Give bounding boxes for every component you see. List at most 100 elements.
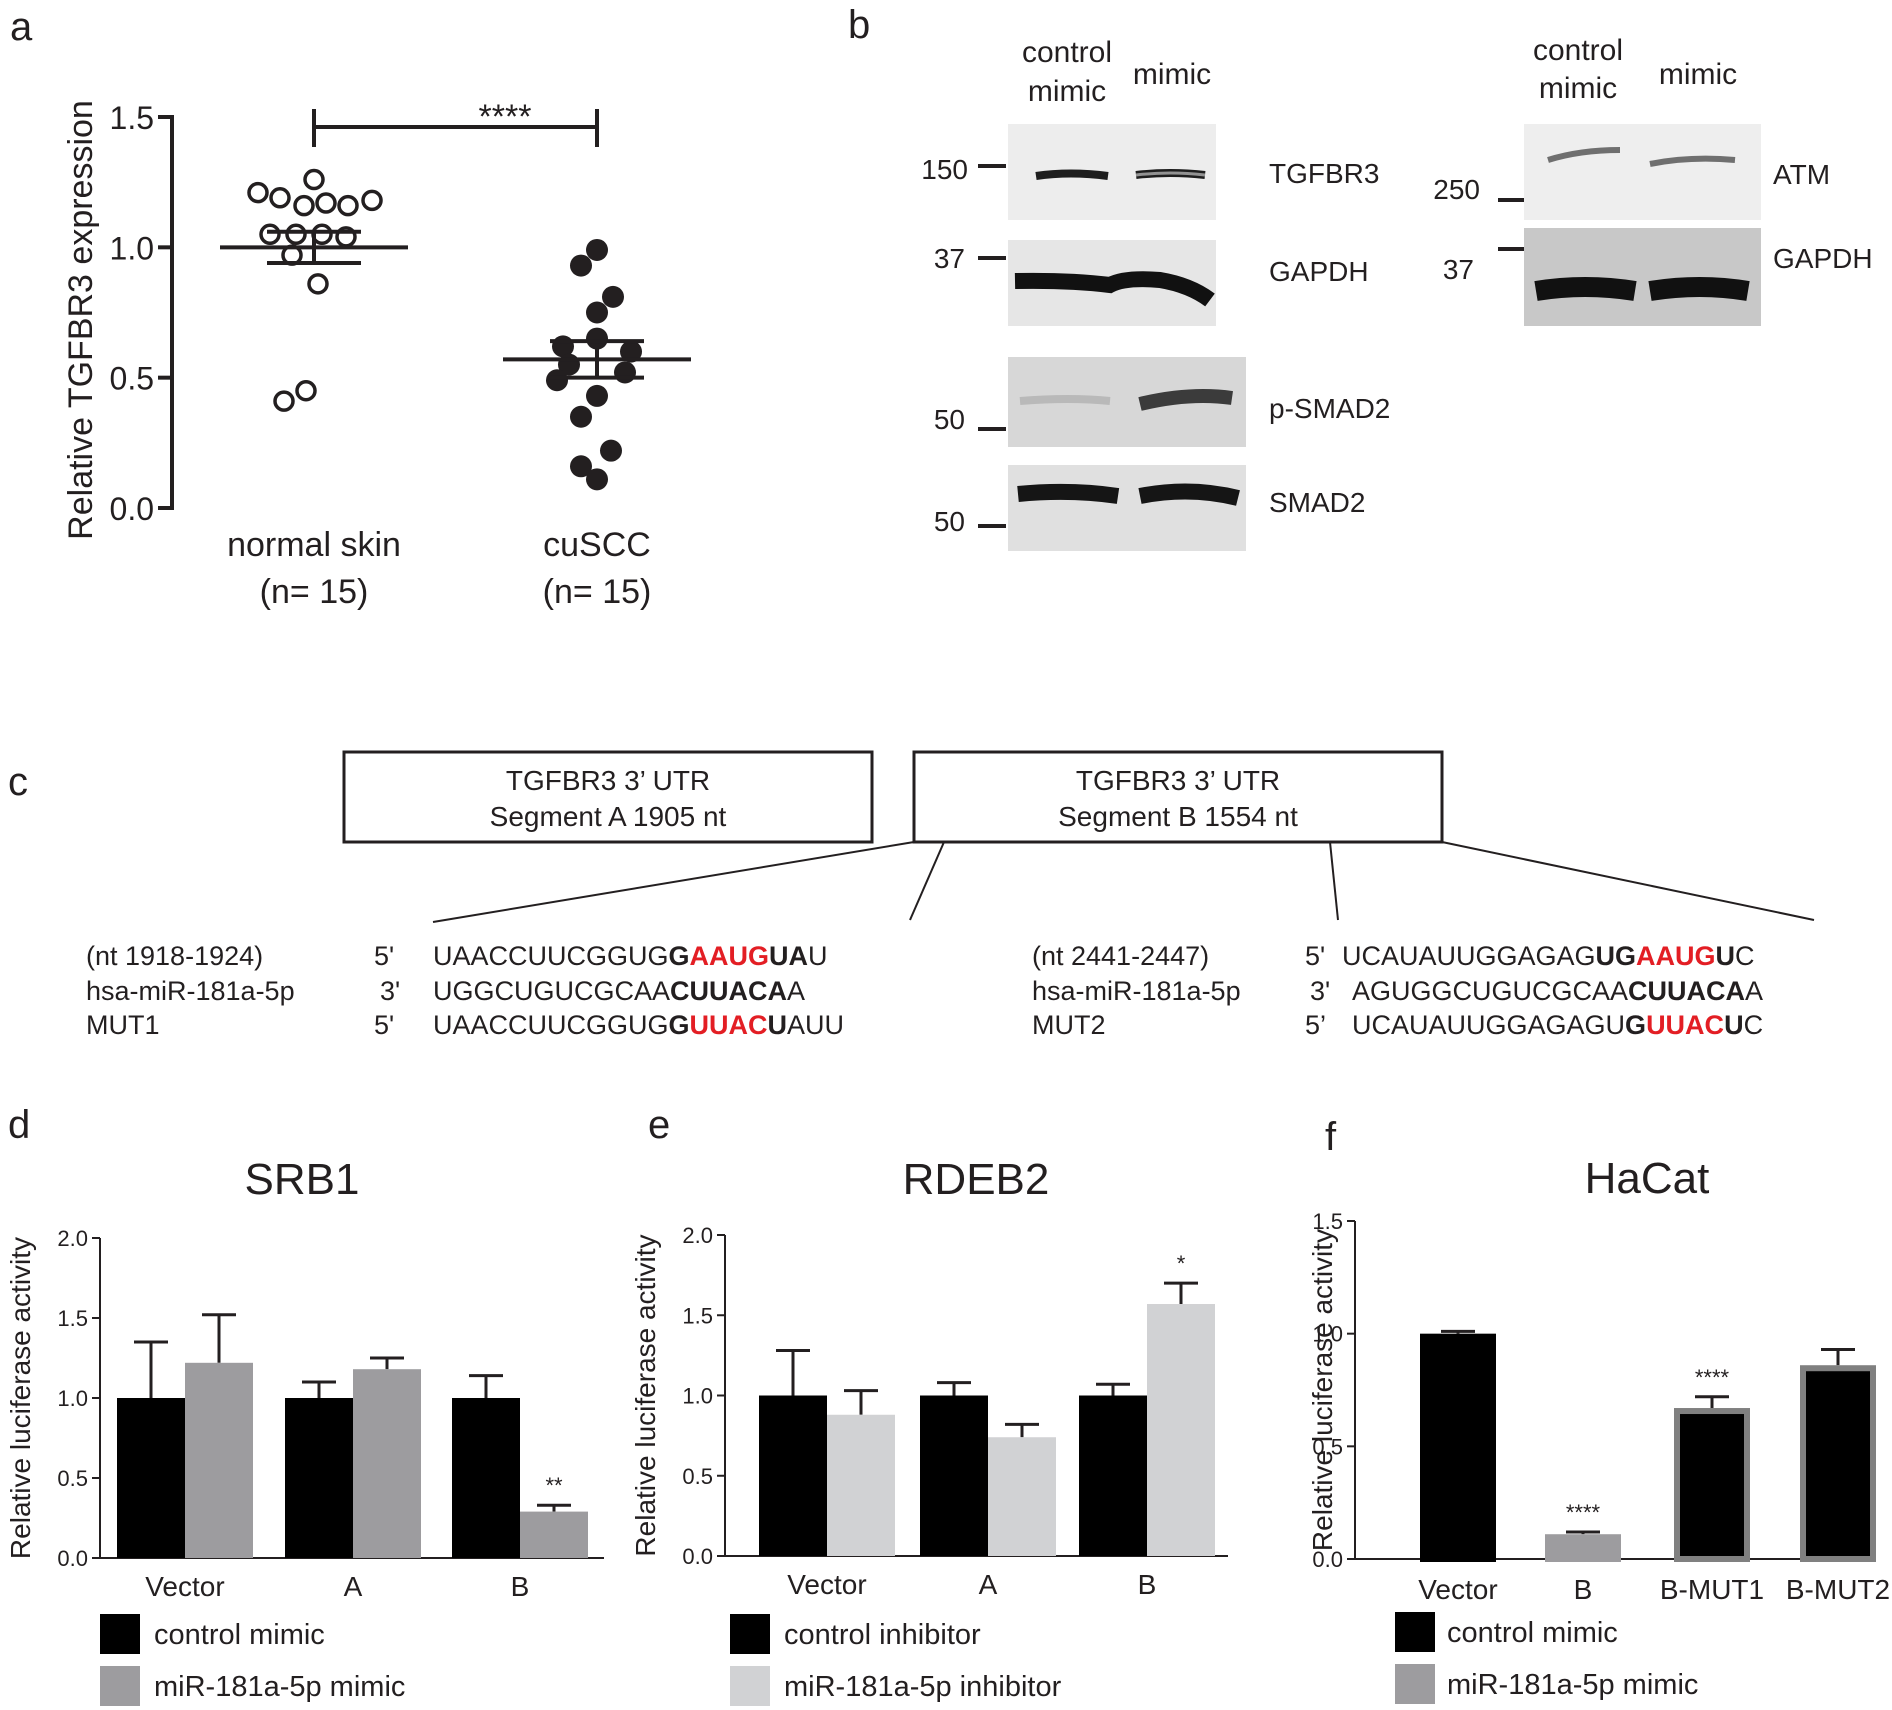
chartD-ylabel: Relative luciferase activity — [5, 1237, 36, 1559]
blot-label-atm: ATM — [1773, 159, 1830, 190]
seq-right-row-wt: UCAUAUUGGAGAGUGAAUGUC — [1342, 941, 1755, 971]
chartE-significance: * — [1177, 1251, 1186, 1276]
blot-strip-gapdh-right — [1524, 228, 1761, 326]
blot-marker-250: 250 — [1433, 174, 1480, 205]
blot-band-tgfbr3-weak — [1135, 171, 1206, 177]
chartE-ylabel: Relative luciferase activity — [630, 1234, 661, 1556]
blot-strip-atm — [1524, 124, 1761, 220]
chartE-legend-swatch — [730, 1614, 770, 1654]
chartE-legend-swatch — [730, 1666, 770, 1706]
seq-right-label-mut: MUT2 — [1032, 1010, 1106, 1040]
blot-marker-150: 150 — [921, 154, 968, 185]
chart-f-legend-label: miR-181a-5p mimic — [1447, 1669, 1698, 1701]
seq-left-label-mir: hsa-miR-181a-5p — [86, 976, 295, 1006]
chart-a-point-normal — [247, 181, 269, 204]
chartD-legend-label: miR-181a-5p mimic — [154, 1671, 405, 1703]
blot-marker-50-a: 50 — [934, 404, 965, 435]
seq-left-row-mir: UGGCUGUCGCAACUUACAA — [433, 976, 805, 1006]
seq-left-end-1: 5' — [374, 941, 394, 971]
chart-f-bar — [1674, 1408, 1750, 1562]
chartE-xtick-label: B — [1138, 1569, 1157, 1600]
chart-a-point-normal — [273, 390, 295, 412]
blot-band-atm — [1547, 147, 1736, 167]
chartD-bar-treatment — [353, 1369, 421, 1558]
segment-b-title: TGFBR3 3’ UTR — [1076, 765, 1280, 796]
chartD-ytick-label: 0.5 — [57, 1466, 88, 1491]
chart-a-point-cuscc — [586, 384, 608, 407]
blot-marker-tick-250 — [1498, 198, 1524, 202]
zoom-line-4 — [1441, 841, 1815, 921]
blot-marker-tick-37-left — [978, 256, 1006, 260]
chartD-title: SRB1 — [245, 1155, 360, 1204]
chart-a-point-normal — [337, 194, 359, 217]
blot-band-psmad2-control — [1019, 395, 1111, 405]
chart-f-ytick-label: 0.5 — [1312, 1434, 1343, 1459]
panel-letter-a: a — [10, 5, 33, 49]
chart-a-category-n-1: (n= 15) — [543, 573, 652, 611]
blot-marker-tick-150 — [978, 164, 1006, 168]
blot-right-header-control: control — [1533, 34, 1623, 67]
chart-a-point-cuscc — [586, 238, 608, 261]
chart-f-xtick-label: B-MUT1 — [1660, 1574, 1764, 1605]
chart-f-significance: **** — [1566, 1500, 1601, 1525]
chart-a-point-cuscc — [586, 327, 608, 350]
chart-a-point-cuscc — [614, 361, 636, 384]
seq-left-end-3: 5' — [374, 1010, 394, 1040]
blot-right-header-mimic: mimic — [1659, 58, 1737, 91]
blot-marker-50-b: 50 — [934, 506, 965, 537]
chart-f-bar — [1545, 1534, 1621, 1563]
chartD-bar-treatment — [520, 1511, 588, 1558]
chart-a-point-normal — [315, 192, 337, 214]
chart-f-legend-swatch — [1395, 1612, 1435, 1652]
seq-left-label-mut: MUT1 — [86, 1010, 160, 1040]
chartD-legend-label: control mimic — [154, 1619, 325, 1651]
blot-label-gapdh-right: GAPDH — [1773, 243, 1873, 274]
blot-right-header-control-mimic: mimic — [1539, 72, 1617, 105]
blot-left-header-mimic: mimic — [1133, 58, 1211, 91]
chart-a-point-normal — [295, 379, 317, 402]
chart-a-point-normal — [285, 223, 307, 246]
chart-a-category-n-0: (n= 15) — [260, 573, 369, 611]
blot-band-smad2 — [1017, 483, 1240, 506]
blot-band-psmad2-mimic — [1138, 389, 1233, 411]
chartD-bar-control — [285, 1398, 353, 1558]
seq-left-row-mut: UAACCUUCGGUGGUUACUAUU — [433, 1010, 844, 1040]
seq-left-end-2: 3' — [380, 976, 400, 1006]
chart-e-bar: RDEB2 Relative luciferase activity 0.0 0.5 1… — [630, 1155, 1228, 1706]
segment-a-length: Segment A 1905 nt — [490, 801, 727, 832]
chart-f-ytick-label: 1.0 — [1312, 1322, 1343, 1347]
panel-letter-e: e — [648, 1103, 670, 1147]
chartE-legend-label: control inhibitor — [784, 1619, 981, 1651]
segment-b-length: Segment B 1554 nt — [1058, 801, 1298, 832]
chart-a-category-0: normal skin — [227, 526, 401, 564]
chartD-legend-swatch — [100, 1614, 140, 1654]
chart-a-ytick-label: 1.0 — [110, 230, 154, 266]
chartD-significance: ** — [545, 1473, 563, 1498]
blot-label-psmad2: p-SMAD2 — [1269, 393, 1390, 424]
chart-a-ytick-label: 0.0 — [110, 491, 154, 527]
chart-a-point-cuscc — [546, 369, 568, 392]
chartE-bar-treatment — [827, 1414, 895, 1556]
chart-f-ytick-label: 1.5 — [1312, 1209, 1343, 1234]
chart-a-point-normal — [361, 189, 383, 212]
chartE-xtick-label: Vector — [787, 1569, 866, 1600]
chart-f-title: HaCat — [1585, 1154, 1710, 1203]
chart-a-point-normal — [303, 168, 325, 191]
chartE-legend-label: miR-181a-5p inhibitor — [784, 1671, 1062, 1703]
chartD-ytick-label: 1.5 — [57, 1306, 88, 1331]
chartD-bar-treatment — [185, 1362, 253, 1558]
chart-f-bar — [1800, 1365, 1876, 1563]
seq-right-label-nt: (nt 2441-2447) — [1032, 941, 1209, 971]
blot-band-gapdh-right — [1534, 277, 1750, 301]
chartE-ytick-label: 0.5 — [682, 1464, 713, 1489]
chartE-ytick-label: 1.0 — [682, 1384, 713, 1409]
blot-strip-smad2 — [1008, 465, 1246, 551]
seq-right-end-3: 5’ — [1305, 1010, 1326, 1040]
chartD-legend-swatch — [100, 1666, 140, 1706]
chartE-bar-control — [920, 1395, 988, 1556]
seq-right-end-1: 5' — [1305, 941, 1325, 971]
chart-a-ylabel: Relative TGFBR3 expression — [62, 100, 100, 540]
zoom-line-3 — [1329, 841, 1339, 921]
